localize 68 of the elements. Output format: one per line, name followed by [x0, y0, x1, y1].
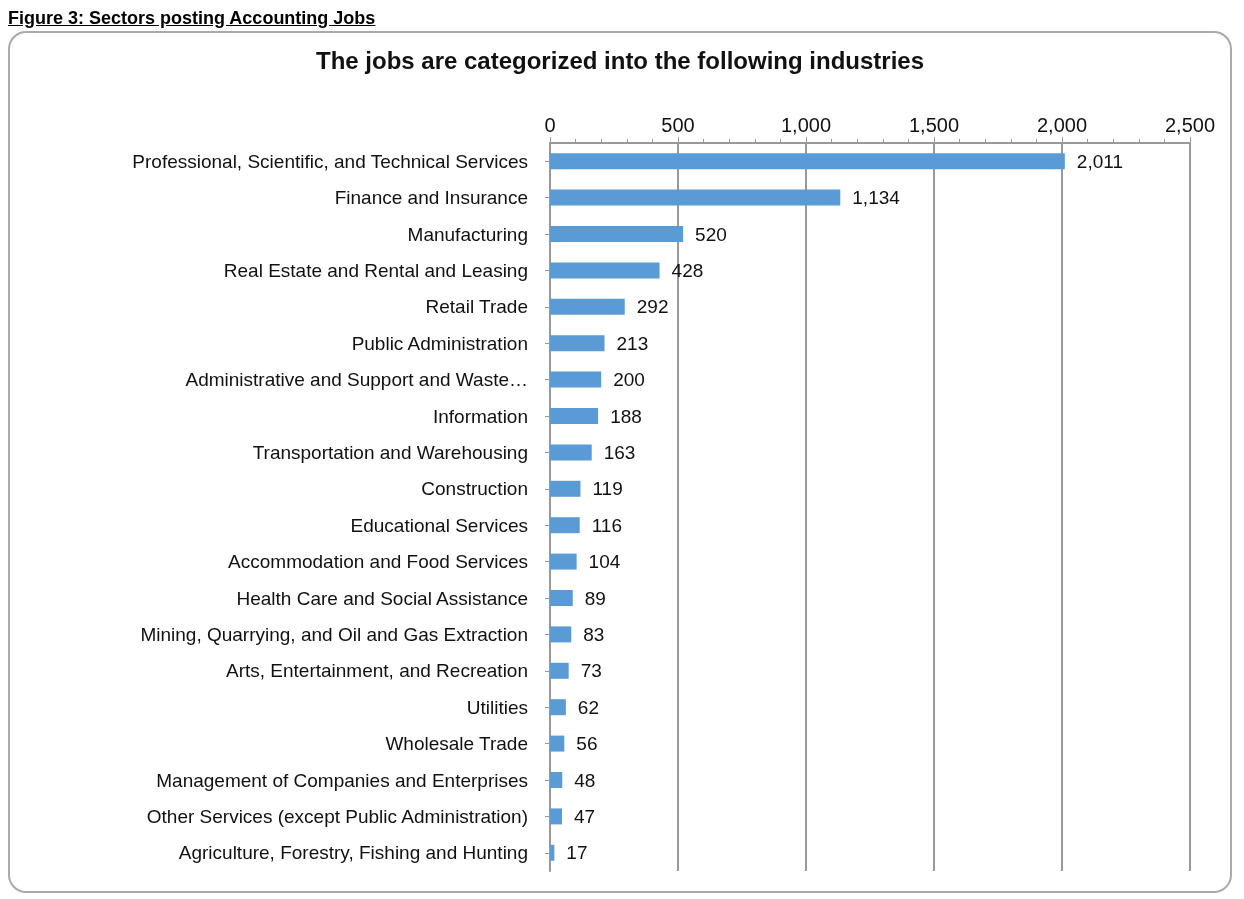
- chart-title: The jobs are categorized into the following industries: [315, 46, 925, 74]
- bar: [550, 226, 684, 242]
- x-tick-label: 2,500: [1164, 114, 1216, 136]
- data-label: 104: [588, 551, 621, 573]
- bar: [550, 844, 555, 861]
- data-label: 2,011: [1076, 150, 1123, 172]
- y-tick-label: Manufacturing: [407, 223, 528, 245]
- y-tick-label: Transportation and Warehousing: [252, 441, 528, 463]
- bar: [550, 444, 592, 461]
- caption: Figure 3: Sectors posting Accounting Jobs: [8, 8, 377, 29]
- y-tick-label: Public Administration: [351, 332, 528, 354]
- x-tick-label: 2,000: [1036, 114, 1088, 136]
- y-tick-label: Other Services (except Public Administration): [146, 805, 528, 827]
- y-tick-label: Accommodation and Food Services: [228, 551, 528, 573]
- y-tick-label: Administrative and Support and Waste…: [185, 369, 528, 391]
- data-label: 200: [613, 369, 645, 391]
- data-label: 48: [574, 769, 596, 791]
- bar: [550, 408, 599, 424]
- y-tick-label: Mining, Quarrying, and Oil and Gas Extraction: [140, 623, 528, 645]
- y-tick-label: Wholesale Trade: [385, 733, 528, 755]
- bar: [550, 662, 569, 679]
- bar: [550, 335, 605, 352]
- y-tick-label: Professional, Scientific, and Technical Services: [132, 150, 528, 172]
- y-tick-label: Health Care and Social Assistance: [236, 587, 528, 609]
- data-label: 17: [566, 842, 588, 864]
- bar: [550, 371, 602, 388]
- x-tick-label: 500: [661, 114, 695, 136]
- y-tick-label: Retail Trade: [425, 296, 528, 318]
- bar: [550, 808, 563, 825]
- y-tick-label: Real Estate and Rental and Leasing: [223, 259, 528, 281]
- x-tick-label: 1,500: [908, 114, 960, 136]
- bar: [550, 626, 572, 643]
- data-label: 62: [577, 696, 600, 718]
- bar: [550, 590, 573, 606]
- bar: [550, 480, 581, 497]
- y-tick-label: Finance and Insurance: [334, 187, 528, 209]
- data-label: 73: [580, 660, 602, 682]
- y-tick-label: Construction: [421, 478, 528, 500]
- bar: [550, 262, 660, 279]
- y-tick-label: Information: [432, 405, 528, 427]
- data-label: 83: [583, 623, 605, 645]
- bar: [550, 298, 625, 315]
- y-tick-label: Management of Companies and Enterprises: [156, 769, 528, 791]
- bar: [550, 517, 580, 534]
- bar: [550, 699, 566, 716]
- data-label: 47: [574, 805, 596, 827]
- y-tick-label: Arts, Entertainment, and Recreation: [225, 660, 528, 682]
- data-label: 119: [592, 478, 623, 500]
- data-label: 56: [576, 733, 598, 755]
- x-tick-label: 0: [544, 114, 556, 136]
- x-tick-label: 1,000: [780, 114, 832, 136]
- bar: [550, 735, 565, 752]
- bar: [550, 153, 1065, 170]
- bar: [550, 189, 841, 206]
- bar: [550, 553, 577, 570]
- data-label: 163: [603, 441, 636, 463]
- data-label: 188: [610, 405, 642, 427]
- bar: [550, 772, 563, 788]
- data-label: 213: [616, 332, 649, 354]
- y-tick-label: Educational Services: [350, 514, 528, 536]
- data-label: 116: [591, 514, 622, 536]
- y-tick-label: Utilities: [466, 696, 528, 718]
- data-label: 1,134: [852, 187, 901, 209]
- data-label: 89: [584, 587, 606, 609]
- y-tick-label: Agriculture, Forestry, Fishing and Hunting: [178, 842, 528, 864]
- data-label: 292: [636, 296, 669, 318]
- data-label: 520: [695, 223, 727, 245]
- data-label: 428: [671, 259, 704, 281]
